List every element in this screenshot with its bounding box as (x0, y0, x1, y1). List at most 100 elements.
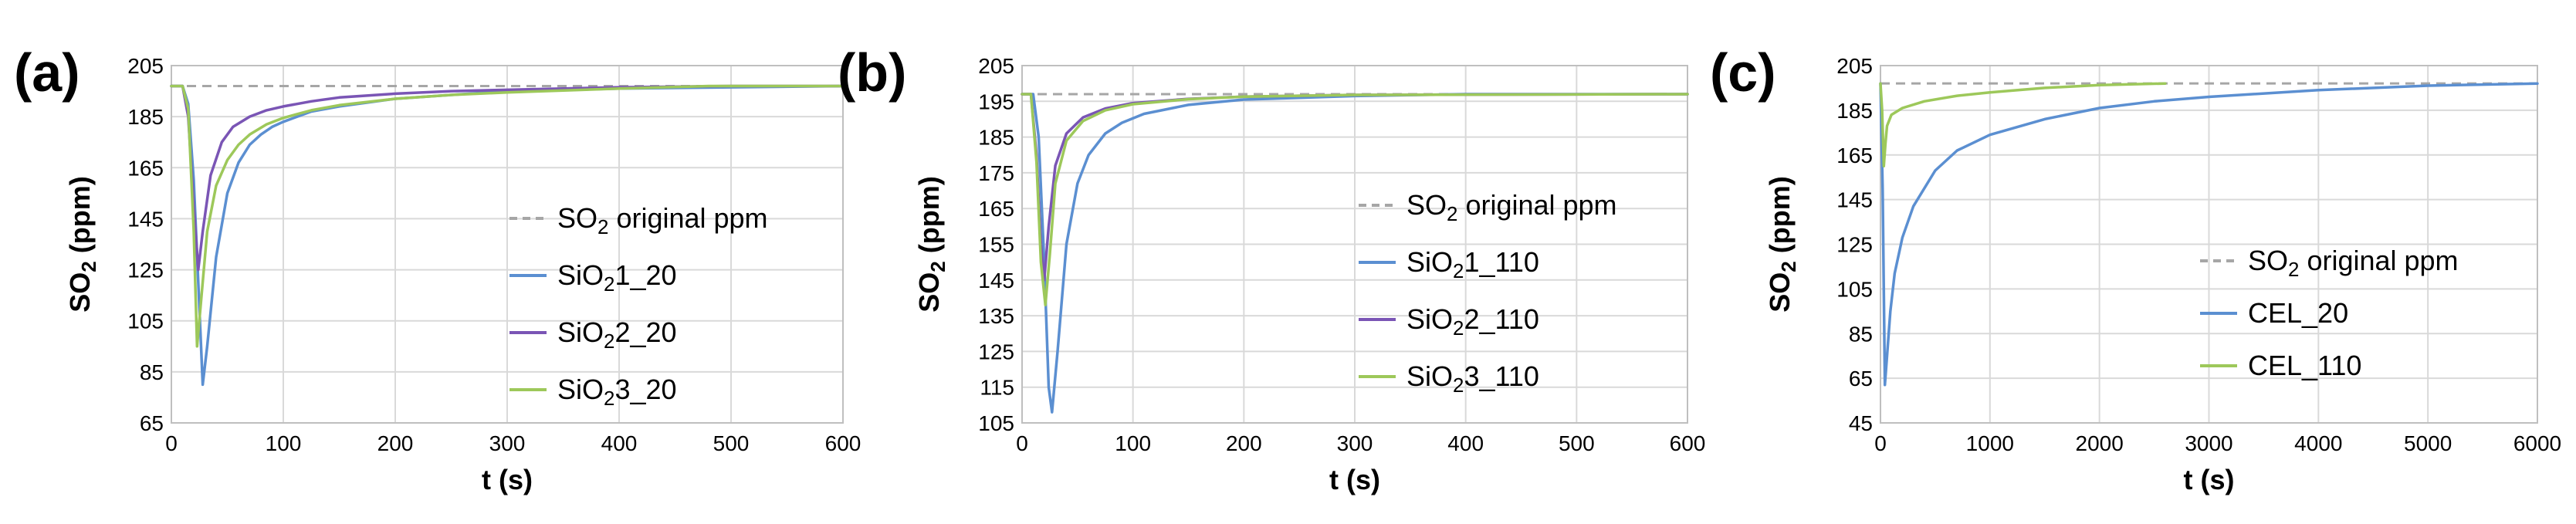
y-tick-label: 175 (978, 161, 1014, 185)
legend-label: SO2 original ppm (2248, 245, 2459, 281)
y-axis-title-group: SO2 (ppm) (1764, 176, 1800, 312)
x-tick-label: 400 (1447, 431, 1484, 455)
y-axis-title-tail: (ppm) (913, 176, 945, 261)
x-tick-label: 100 (1115, 431, 1151, 455)
y-tick-label: 195 (978, 90, 1014, 113)
x-tick-label: 6000 (2513, 431, 2561, 455)
chart-panel-2: 105 115 125 135 145 155 165 175 185 195 205 0 100 200… (838, 42, 1705, 495)
legend-label-main: SiO (1406, 246, 1453, 278)
legend-label-tail: original ppm (2299, 245, 2458, 276)
legend-label: CEL_110 (2248, 350, 2361, 381)
legend-label: SiO23_20 (557, 374, 677, 410)
y-tick-label: 205 (127, 54, 164, 78)
y-axis-title-main: SO (1764, 272, 1796, 313)
y-tick-label: 65 (140, 411, 164, 435)
y-tick-label: 145 (978, 269, 1014, 292)
x-tick-label: 1000 (1966, 431, 2014, 455)
y-axis-title-tail: (ppm) (1764, 176, 1796, 261)
legend-label-tail: 3_20 (614, 374, 676, 405)
legend-label-tail: 1_20 (614, 259, 676, 291)
y-tick-label: 125 (978, 340, 1014, 363)
x-tick-label: 600 (825, 431, 861, 455)
y-tick-label: 125 (127, 259, 164, 282)
x-tick-label: 2000 (2076, 431, 2124, 455)
legend-label: SiO22_20 (557, 316, 677, 353)
legend-label-main: CEL_20 (2248, 297, 2348, 329)
series-line-SiO22_20 (170, 84, 845, 272)
y-tick-label: 205 (1836, 54, 1873, 78)
x-tick-label: 500 (1559, 431, 1595, 455)
y-tick-label: 135 (978, 304, 1014, 328)
legend-label-main: SiO (1406, 360, 1453, 392)
legend-label-main: SiO (1406, 303, 1453, 335)
y-tick-label: 205 (978, 54, 1014, 78)
legend-label-main: SiO (557, 316, 604, 348)
legend-label-sub: 2 (604, 274, 614, 296)
chart-panel-3: 45 65 85 105 125 145 165 185 205 0 1000 2000 3000 400… (1710, 42, 2561, 495)
y-tick-label: 165 (978, 197, 1014, 221)
y-tick-label: 45 (1849, 411, 1873, 435)
legend: SO2 original ppmSiO21_110SiO22_110SiO23_… (1359, 189, 1617, 397)
legend-label-sub: 2 (604, 331, 614, 353)
legend-label: SiO23_110 (1406, 360, 1539, 397)
x-tick-label: 200 (377, 431, 414, 455)
plot-frame (171, 65, 844, 424)
y-axis-title-sub: 2 (928, 261, 949, 272)
y-tick-label: 165 (1836, 144, 1873, 167)
series-line-SiO23_20 (170, 84, 845, 348)
legend-label-main: SO (1406, 189, 1447, 221)
plot-frame (1021, 65, 1688, 424)
legend-label-main: SO (557, 202, 597, 234)
legend-label: SiO22_110 (1406, 303, 1539, 340)
legend-label-main: SiO (557, 374, 604, 405)
legend-label-sub: 2 (1453, 375, 1464, 397)
y-tick-label: 105 (1836, 277, 1873, 301)
legend-label: SO2 original ppm (557, 202, 768, 238)
legend: SO2 original ppm CEL_20 CEL_110 (2200, 245, 2459, 381)
x-tick-label: 100 (266, 431, 302, 455)
y-axis-title-tail: (ppm) (64, 176, 96, 261)
y-axis-title-group: SO2 (ppm) (913, 176, 949, 312)
y-tick-label: 125 (1836, 233, 1873, 257)
legend-label-sub: 2 (1453, 261, 1464, 282)
legend-label-tail: 2_20 (614, 316, 676, 348)
legend-label: SiO21_20 (557, 259, 677, 296)
y-tick-label: 115 (980, 376, 1014, 400)
series-line-SiO23_110 (1021, 93, 1689, 306)
x-tick-label: 0 (1874, 431, 1887, 455)
legend-label-tail: 1_110 (1464, 246, 1538, 278)
x-tick-label: 0 (1016, 431, 1028, 455)
legend-label-tail: original ppm (608, 202, 767, 234)
legend-label-sub: 2 (1453, 318, 1464, 340)
y-tick-label: 165 (127, 156, 164, 180)
y-tick-label: 85 (140, 360, 164, 384)
chart-panel-1: 65 85 105 125 145 165 185 205 0 100 200 300 400 500 60… (14, 42, 861, 495)
legend-label-sub: 2 (2288, 259, 2299, 281)
y-axis-title-main: SO (64, 272, 96, 313)
y-axis-title-sub: 2 (79, 261, 100, 272)
y-tick-label: 145 (1836, 188, 1873, 212)
panel-label: (c) (1710, 42, 1776, 103)
x-tick-label: 200 (1226, 431, 1262, 455)
x-tick-label: 600 (1670, 431, 1706, 455)
panel-label: (a) (14, 42, 80, 103)
x-tick-label: 0 (165, 431, 178, 455)
y-tick-label: 185 (127, 105, 164, 129)
y-tick-label: 65 (1849, 367, 1873, 390)
x-tick-label: 300 (489, 431, 526, 455)
y-tick-label: 185 (1836, 99, 1873, 123)
y-tick-label: 105 (127, 309, 164, 333)
x-tick-label: 3000 (2185, 431, 2232, 455)
x-axis-title: t (s) (2184, 464, 2235, 495)
y-tick-label: 105 (978, 411, 1014, 435)
legend-label-main: CEL_110 (2248, 350, 2361, 381)
legend-label-tail: 3_110 (1464, 360, 1538, 392)
legend-label: CEL_20 (2248, 297, 2348, 329)
y-axis-title: SO2 (ppm) (913, 176, 949, 312)
y-axis-title: SO2 (ppm) (1764, 176, 1800, 312)
legend-label-sub: 2 (604, 388, 614, 410)
legend-label-main: SiO (557, 259, 604, 291)
